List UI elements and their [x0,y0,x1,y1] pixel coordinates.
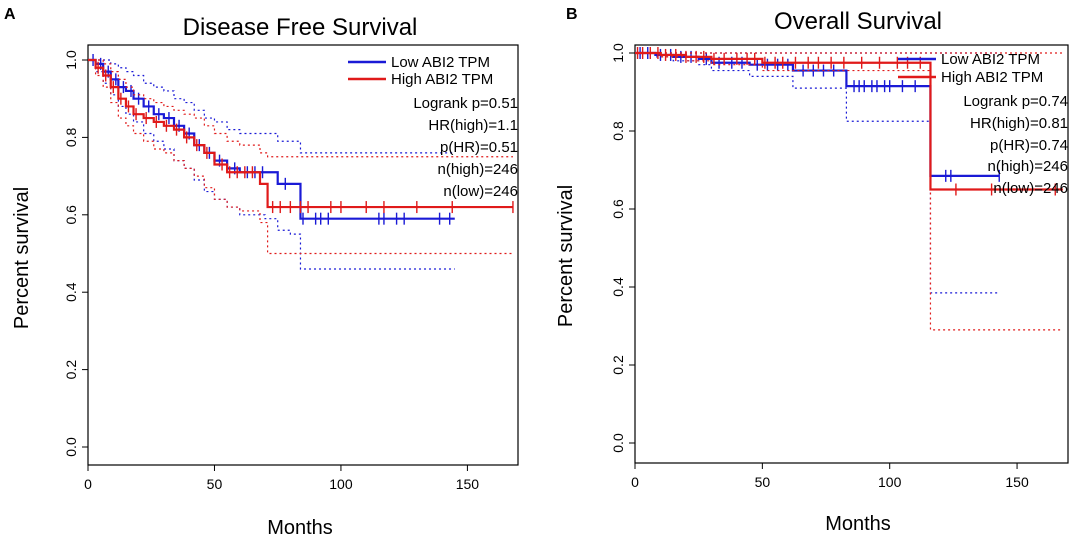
logrank-annotation: Logrank p=0.51 [413,95,518,112]
x-tick-label: 0 [631,474,639,490]
y-tick-label: 0.8 [63,127,79,147]
x-tick-label: 0 [84,476,92,492]
y-tick-label: 0.6 [610,199,626,219]
n-high-annotation: n(high)=246 [438,161,518,178]
x-tick-label: 50 [755,474,771,490]
panel-b-title: Overall Survival [774,8,942,35]
x-tick-label: 100 [878,474,902,490]
panel-b: B Overall Survival 0 50 100 150 0.0 0.2 0.4 0.6… [555,6,1069,535]
ci-lower-high [88,59,513,255]
series-high [88,58,514,255]
ci-lower-low [635,52,1000,294]
y-tick-label: 0.2 [610,355,626,375]
logrank-annotation: Logrank p=0.74 [963,93,1068,110]
legend-high-label: High ABI2 TPM [391,71,493,88]
plot-frame [87,44,519,466]
x-tick-label: 100 [329,476,353,492]
n-low-annotation: n(low)=246 [993,180,1068,197]
panel-b-y-axis-label: Percent survival [555,185,577,327]
hr-annotation: HR(high)=1.1 [428,117,518,134]
phr-annotation: p(HR)=0.74 [990,137,1068,154]
n-high-annotation: n(high)=246 [988,158,1068,175]
survival-curve-high [635,51,1063,191]
panel-a: A Disease Free Survival 0 50 100 1500.00.20… [4,6,519,539]
y-tick-label: 0.2 [63,360,79,380]
y-tick-label: 0.6 [63,205,79,225]
panel-a-x-axis-label: Months [267,517,333,539]
y-tick-label: 0.4 [610,277,626,297]
y-tick-label: 0.0 [63,437,79,457]
x-tick-label: 150 [456,476,480,492]
legend-low-label: Low ABI2 TPM [941,51,1040,68]
ci-lower-low [88,59,455,270]
panel-a-label: A [4,6,16,23]
panel-a-title: Disease Free Survival [183,14,418,41]
y-tick-label: 1.0 [63,50,79,70]
n-low-annotation: n(low)=246 [443,183,518,200]
plot-frame [634,44,1069,464]
survival-curve-high [88,58,513,209]
panel-a-y-axis-label: Percent survival [11,187,33,329]
panel-a-plot-area: 0 50 100 150 0.0 0.2 0.4 0.6 0.8 1.0 [63,44,519,492]
ci-upper-high [88,59,513,158]
legend-low-label: Low ABI2 TPM [391,54,490,71]
legend-high-label: High ABI2 TPM [941,69,1043,86]
ci-upper-low [88,59,455,154]
phr-annotation: p(HR)=0.51 [440,139,518,156]
panel-b-plot-area: 0 50 100 150 0.0 0.2 0.4 0.6 0.8 1.0 [610,43,1069,490]
y-tick-label: 0.0 [610,433,626,453]
y-tick-label: 0.4 [63,282,79,302]
panel-b-legend: Low ABI2 TPM High ABI2 TPM Logrank p=0.7… [898,51,1068,197]
panel-b-x-axis-label: Months [825,513,891,535]
x-tick-label: 50 [207,476,223,492]
y-tick-label: 1.0 [610,43,626,63]
y-tick-label: 0.8 [610,121,626,141]
panel-a-legend: Low ABI2 TPM High ABI2 TPM Logrank p=0.5… [348,54,518,200]
hr-annotation: HR(high)=0.81 [970,115,1068,132]
x-tick-label: 150 [1005,474,1029,490]
panel-b-label: B [566,6,578,23]
